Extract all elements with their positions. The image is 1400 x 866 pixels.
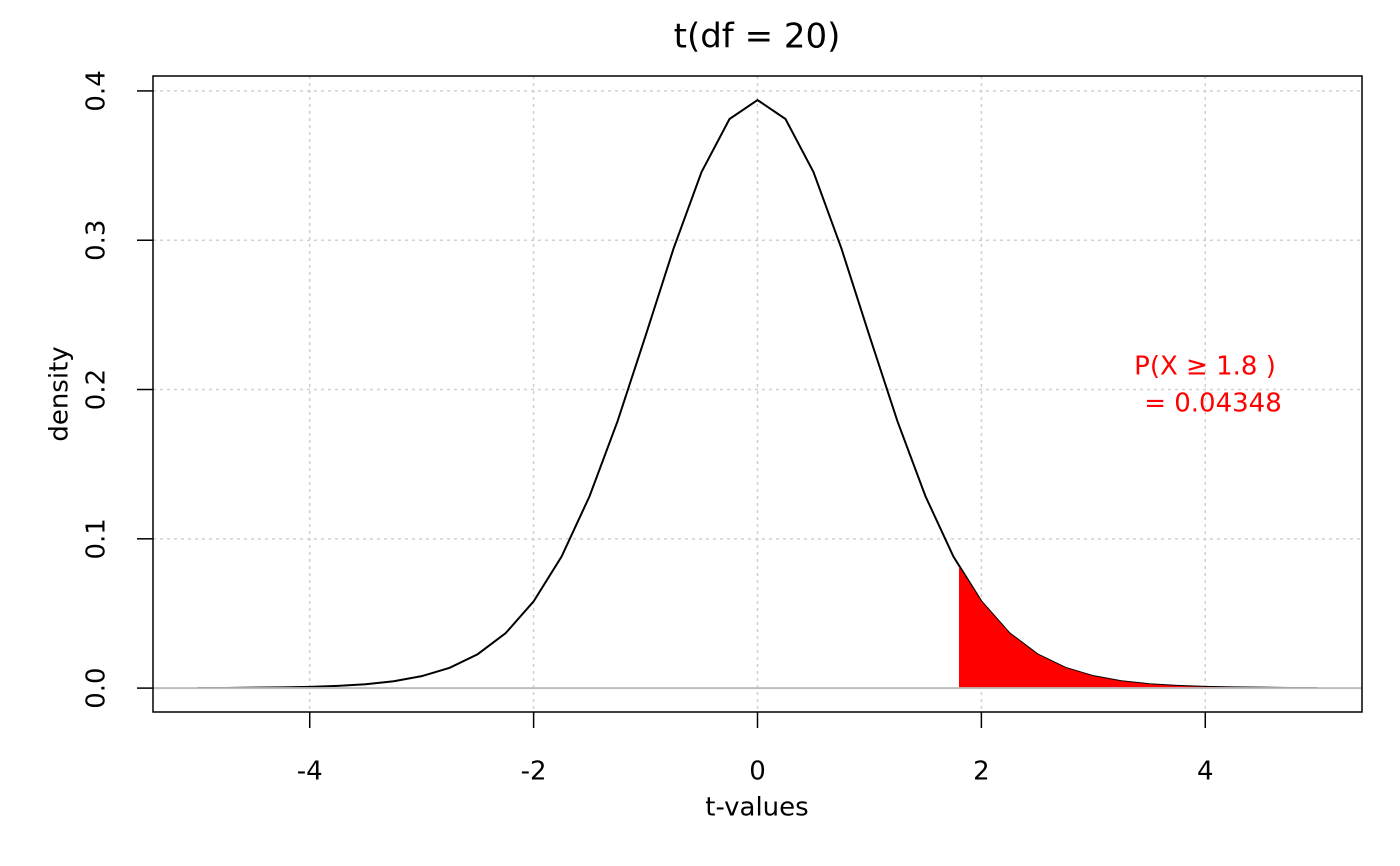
y-tick-label: 0.0	[82, 667, 112, 708]
x-tick-label: 4	[1197, 757, 1214, 787]
x-tick-label: -2	[521, 757, 547, 787]
x-tick-label: -4	[297, 757, 323, 787]
y-axis-label: density	[45, 346, 75, 441]
shaded-area	[959, 566, 1318, 689]
x-axis-label: t-values	[705, 793, 808, 823]
annotation: P(X ≥ 1.8 )	[1134, 352, 1276, 382]
y-tick-label: 0.3	[82, 220, 112, 261]
y-tick-label: 0.1	[82, 518, 112, 559]
plot-frame	[152, 75, 1363, 713]
annotation: = 0.04348	[1144, 389, 1282, 419]
chart-title: t(df = 20)	[674, 17, 841, 57]
density-curve	[197, 98, 1318, 689]
y-tick-label: 0.4	[82, 70, 112, 111]
x-tick-label: 0	[749, 757, 766, 787]
y-tick-label: 0.2	[82, 369, 112, 410]
x-tick-label: 2	[973, 757, 990, 787]
